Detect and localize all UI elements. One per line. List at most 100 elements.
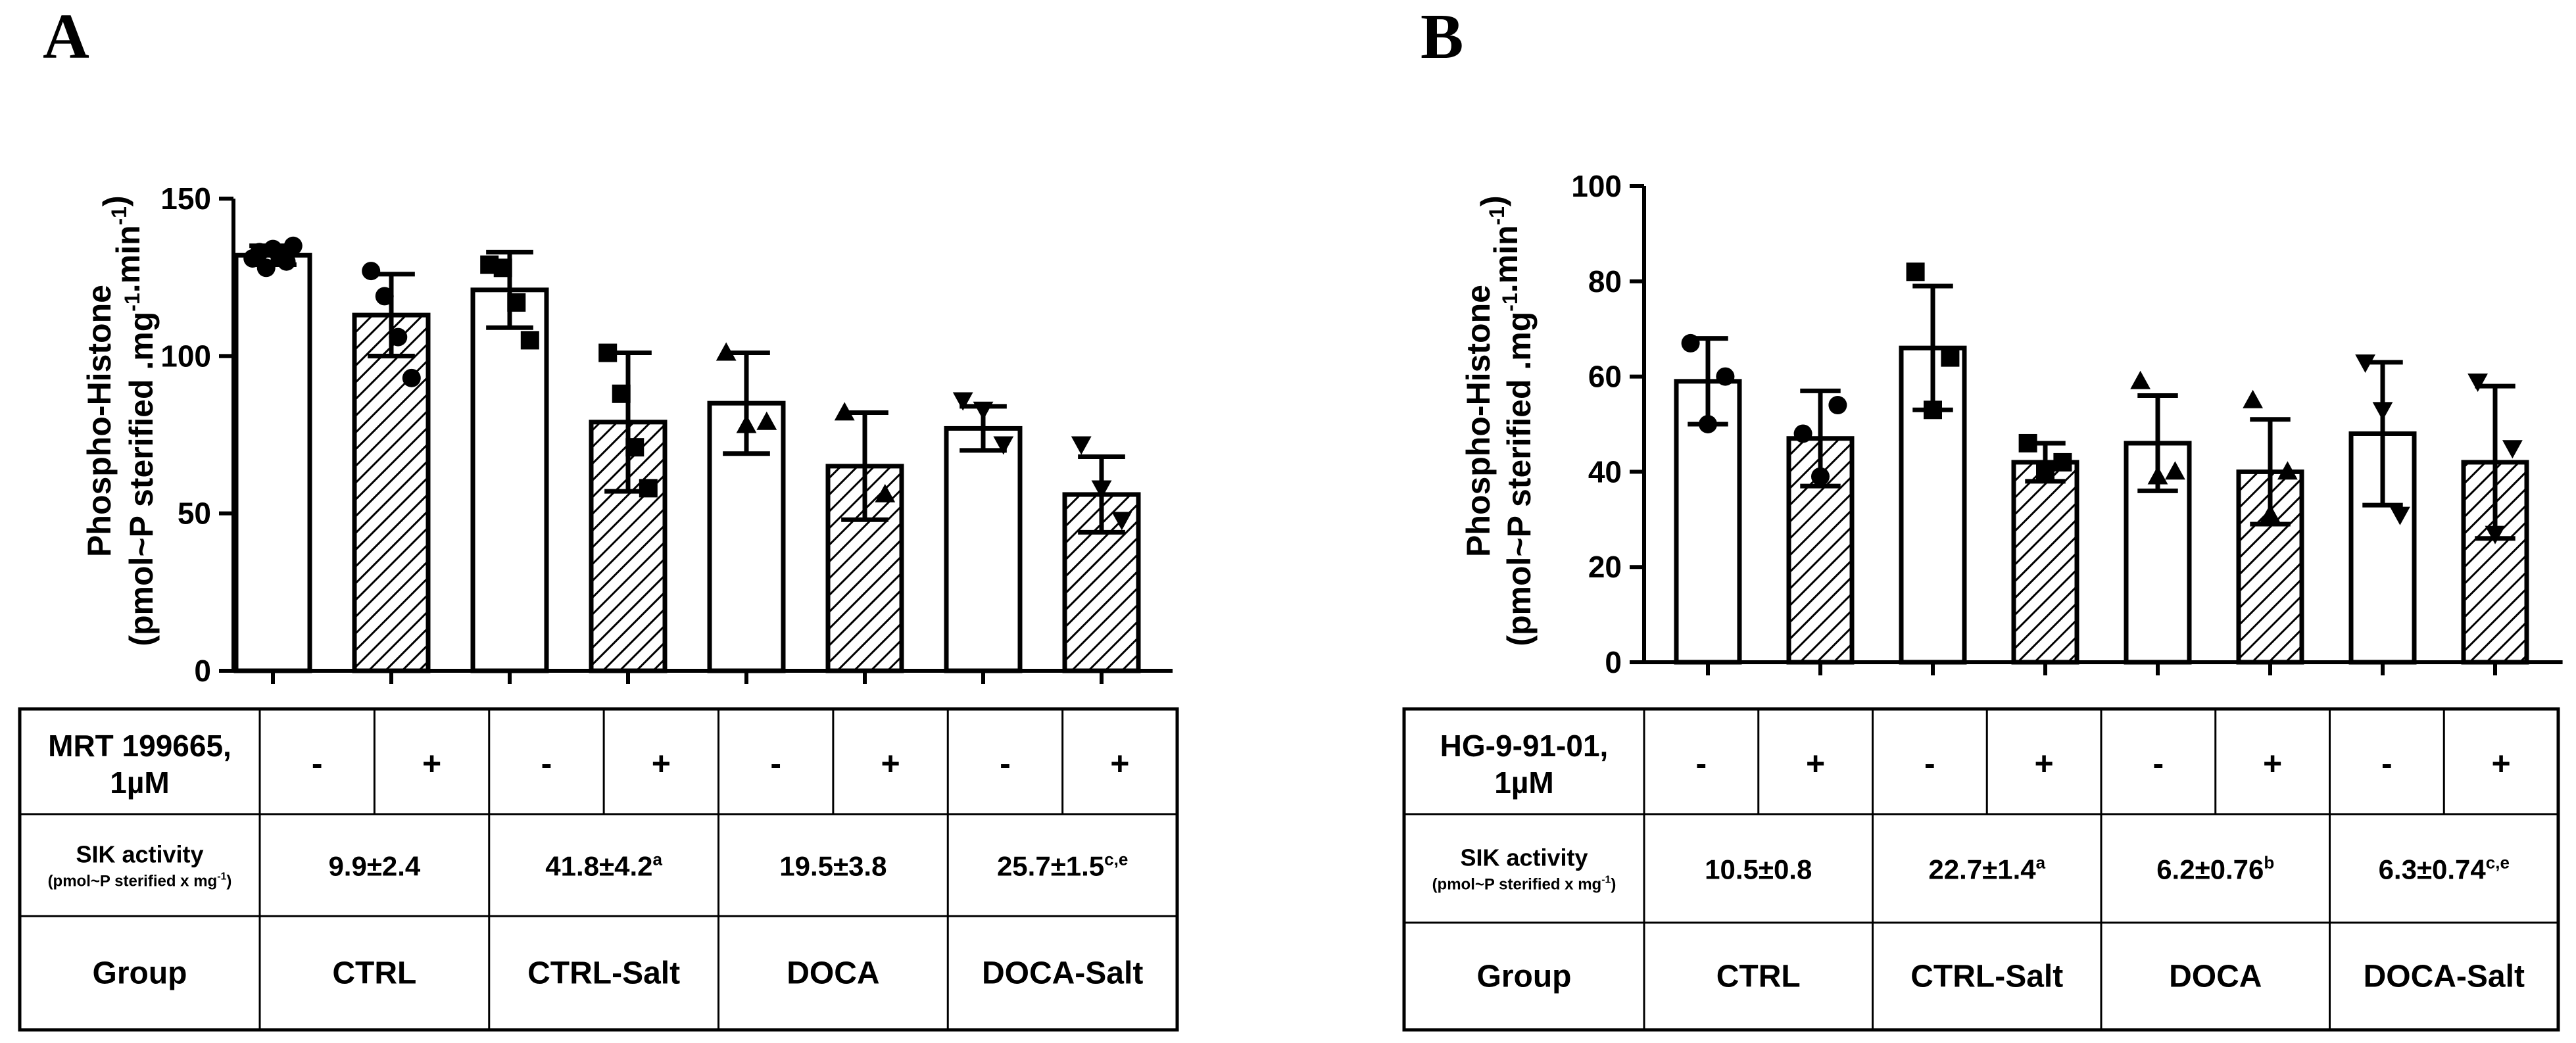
activity-number: 6.3±0.74 [2379,854,2487,885]
y-tick-label: 0 [194,654,211,688]
sik-activity-value: 10.5±0.8 [1705,854,1812,885]
y-tick-label: 150 [160,182,211,216]
data-point [2467,373,2488,392]
bar [2011,460,2079,665]
group-name: CTRL-Salt [527,956,680,991]
data-point [375,287,394,306]
data-point [736,414,757,433]
data-point [2502,440,2523,459]
treatment-label-line2: 1µM [110,765,169,800]
sik-activity-value: 19.5±3.8 [779,851,887,882]
y-axis-label-part: (pmol~P sterified .mg [123,312,160,646]
activity-unit-part: ) [1611,876,1616,894]
activity-superscript: a [652,850,662,869]
data-point [952,392,973,411]
y-axis-label-part: .min [110,225,147,293]
activity-superscript: b [2264,853,2274,873]
y-axis-label-line2: (pmol~P sterified .mg-1.min-1) [97,195,160,646]
data-point [875,483,896,502]
group-name: CTRL-Salt [1910,959,2063,994]
sign-minus: - [2153,745,2164,782]
sik-activity-value: 6.2±0.76b [2156,853,2274,885]
y-tick-label: 80 [1588,264,1622,299]
data-point [2372,402,2393,421]
sik-activity-value: 9.9±2.4 [328,851,420,882]
sign-minus: - [1924,745,1935,782]
sign-plus: + [1110,745,1129,782]
y-axis-label-superscript: -1 [1485,206,1509,225]
group-name: DOCA-Salt [982,956,1143,991]
data-point [973,401,994,420]
treatment-label-line1: HG-9-91-01, [1440,729,1609,763]
treatment-label-line1: MRT 199665, [48,729,231,763]
sign-minus: - [312,745,323,782]
sik-activity-value: 6.3±0.74c,e [2379,853,2510,885]
data-point [283,236,303,255]
y-axis-label-superscript: -1 [1498,293,1522,311]
data-point [1681,333,1700,352]
y-tick-label: 40 [1588,454,1622,489]
sign-plus: + [2035,745,2054,782]
activity-superscript: a [2036,853,2046,873]
data-point [756,411,777,430]
data-point [1924,400,1942,420]
group-name: CTRL [332,956,416,991]
data-point [2390,506,2410,525]
activity-superscript: c,e [1104,850,1128,869]
data-point [1828,396,1847,415]
y-axis-label-part: .min [1488,225,1524,293]
activity-number: 22.7±1.4 [1928,854,2036,885]
data-point [2243,389,2263,408]
data-point [2018,433,2037,452]
panel-letter-a: A [43,1,89,72]
data-point [1111,512,1132,531]
table-a: MRT 199665,1µM - + - + - + - + SIK activity (pmol~… [18,707,1179,1032]
bar [233,253,312,673]
sign-minus: - [541,745,552,782]
data-point [2355,354,2375,373]
data-point [2036,462,2054,481]
y-axis-label-part: ) [97,195,134,206]
sign-plus: + [1806,745,1825,782]
activity-number: 9.9±2.4 [328,851,420,882]
activity-unit-part: (pmol~P sterified x mg [1432,876,1602,894]
activity-unit-part: ) [226,873,231,890]
treatment-label-line2: 1µM [1494,765,1553,800]
y-axis-label-line2: (pmol~P sterified .mg-1.min-1) [1474,195,1538,646]
chart-b: 0 20 40 60 80 100 Phospho-Histone (pmol~P steri… [1460,169,2563,679]
sign-plus: + [652,745,671,782]
group-label: Group [1477,959,1572,994]
data-point [1811,467,1830,486]
y-axis-label-line1: Phospho-Histone [81,285,118,557]
activity-unit-superscript: -1 [1601,875,1611,886]
y-tick-label: 100 [1571,169,1622,203]
data-point [2147,466,2168,485]
activity-label: SIK activity [76,841,203,868]
data-point [612,384,631,403]
sik-activity-value: 22.7±1.4a [1928,853,2045,885]
group-name: DOCA [787,956,879,991]
data-point [2485,525,2506,545]
y-axis-label-superscript: -1 [107,206,131,225]
data-point [2053,452,2072,472]
table-border [1402,707,2560,1032]
data-point [1716,367,1735,386]
data-point [834,402,855,421]
data-point [2260,504,2281,523]
data-point [1699,415,1717,433]
activity-unit-part: (pmol~P sterified x mg [48,873,218,890]
data-point [1793,424,1812,443]
y-tick-label: 50 [178,497,211,531]
group-name: CTRL [1716,959,1801,994]
data-point [1091,480,1112,499]
data-point [520,331,539,350]
data-point [256,258,276,278]
sign-plus: + [2492,745,2511,782]
data-point [2277,461,2298,480]
activity-label: SIK activity [1460,844,1588,871]
y-axis-label-part: ) [1474,195,1511,206]
y-tick-label: 0 [1605,645,1622,679]
data-point [362,262,381,281]
data-point [402,368,421,387]
